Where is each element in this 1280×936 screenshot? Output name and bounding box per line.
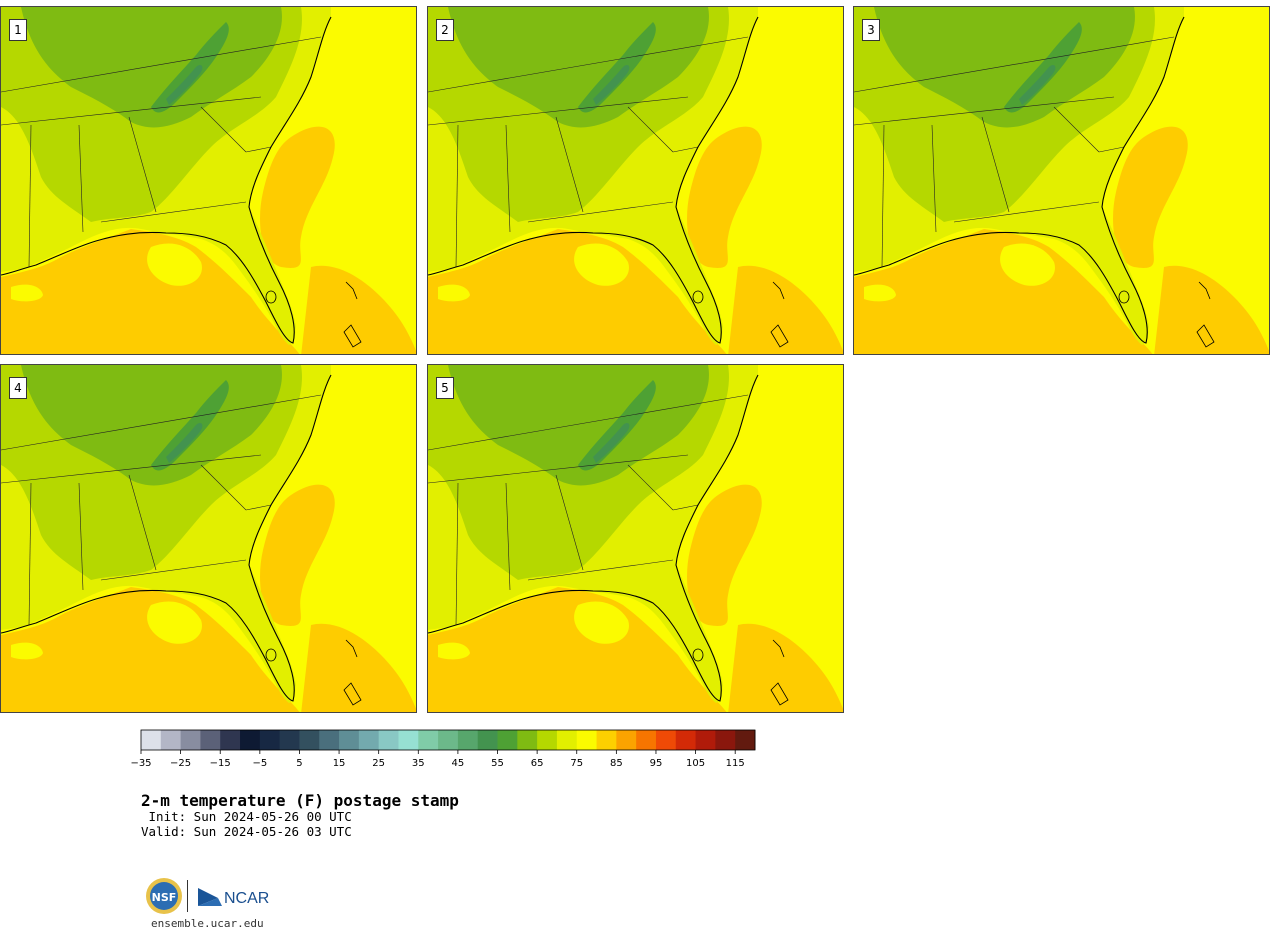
colorbar-segment xyxy=(319,730,340,750)
colorbar-tick-label: 95 xyxy=(650,758,663,769)
colorbar-segment xyxy=(537,730,558,750)
colorbar-segment xyxy=(576,730,598,750)
map-panel-1: 1 xyxy=(0,6,417,355)
logo-area: NSF NCAR xyxy=(140,876,300,936)
colorbar-segment xyxy=(675,730,697,750)
colorbar-tick-label: 85 xyxy=(610,758,623,769)
valid-time: Valid: Sun 2024-05-26 03 UTC xyxy=(141,824,352,839)
colorbar-segment xyxy=(220,730,241,750)
colorbar-segment xyxy=(616,730,637,750)
colorbar-segment xyxy=(240,730,261,750)
ncar-text: NCAR xyxy=(224,890,269,907)
temperature-map xyxy=(428,7,843,354)
map-panel-5: 5 xyxy=(427,364,844,713)
temperature-map xyxy=(1,365,416,712)
colorbar-tick-label: 55 xyxy=(491,758,504,769)
nsf-text: NSF xyxy=(152,891,177,904)
colorbar-segment xyxy=(259,730,281,750)
colorbar-tick-label: −35 xyxy=(130,758,151,769)
colorbar-segment xyxy=(477,730,499,750)
panel-number: 2 xyxy=(436,19,454,41)
colorbar-tick-label: −15 xyxy=(210,758,231,769)
map-panel-4: 4 xyxy=(0,364,417,713)
logo-divider xyxy=(187,880,188,912)
colorbar-segment xyxy=(438,730,459,750)
colorbar-segment xyxy=(358,730,380,750)
panel-number: 1 xyxy=(9,19,27,41)
temperature-colorbar: −35 −25 −15 −5 5 15 25 35 45 55 65 75 85 95 105 115 xyxy=(130,729,756,769)
colorbar-segment xyxy=(695,730,716,750)
colorbar-tick-label: 105 xyxy=(686,758,705,769)
colorbar-segment xyxy=(339,730,360,750)
temperature-map xyxy=(428,365,843,712)
colorbar-segment xyxy=(735,730,756,750)
website-url: ensemble.ucar.edu xyxy=(151,917,264,930)
colorbar-segment xyxy=(596,730,617,750)
colorbar-segment xyxy=(279,730,300,750)
colorbar-tick-label: 65 xyxy=(531,758,544,769)
colorbar-segment xyxy=(517,730,538,750)
colorbar-segment xyxy=(418,730,439,750)
colorbar-segment xyxy=(715,730,736,750)
nsf-logo: NSF xyxy=(146,878,182,914)
colorbar-segment xyxy=(299,730,320,750)
colorbar-tick-label: 45 xyxy=(452,758,465,769)
colorbar-tick-label: −5 xyxy=(252,758,267,769)
colorbar-tick-label: 75 xyxy=(570,758,583,769)
colorbar-segment xyxy=(141,730,162,750)
panel-number: 5 xyxy=(436,377,454,399)
colorbar-segment xyxy=(556,730,578,750)
ncar-logo: NCAR xyxy=(198,888,269,907)
colorbar-tick-label: −25 xyxy=(170,758,191,769)
colorbar-tick-label: 25 xyxy=(372,758,385,769)
map-panel-3: 3 xyxy=(853,6,1270,355)
colorbar-segment xyxy=(160,730,182,750)
colorbar-tick-label: 35 xyxy=(412,758,425,769)
colorbar-segment xyxy=(398,730,419,750)
colorbar-segment xyxy=(655,730,677,750)
panel-number: 4 xyxy=(9,377,27,399)
colorbar-outline xyxy=(140,729,756,751)
colorbar-tick-label: 5 xyxy=(296,758,302,769)
map-panel-2: 2 xyxy=(427,6,844,355)
temperature-map xyxy=(854,7,1269,354)
chart-title: 2-m temperature (F) postage stamp xyxy=(141,791,459,810)
init-time: Init: Sun 2024-05-26 00 UTC xyxy=(141,809,352,824)
colorbar-segment xyxy=(497,730,518,750)
colorbar-tick-label: 15 xyxy=(333,758,346,769)
colorbar-segment xyxy=(378,730,399,750)
colorbar-segment xyxy=(180,730,201,750)
colorbar-segment xyxy=(636,730,657,750)
panel-number: 3 xyxy=(862,19,880,41)
colorbar-segment xyxy=(200,730,221,750)
colorbar-tick-label: 115 xyxy=(726,758,745,769)
temperature-map xyxy=(1,7,416,354)
colorbar-segment xyxy=(457,730,479,750)
